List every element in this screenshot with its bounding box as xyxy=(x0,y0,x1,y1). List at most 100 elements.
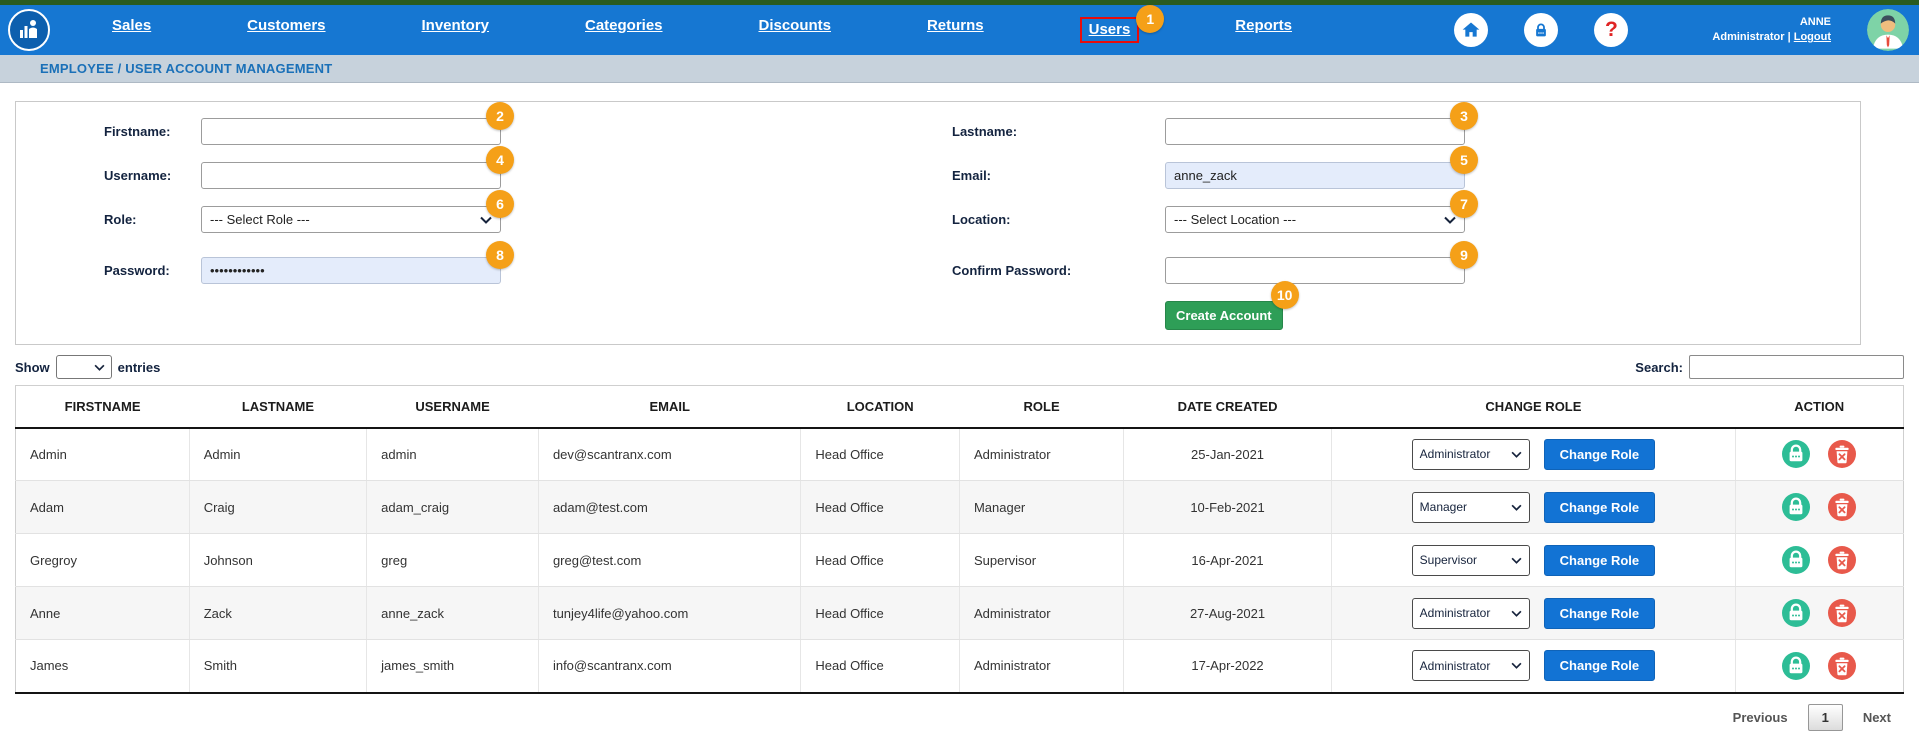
role-select-value: --- Select Role --- xyxy=(210,212,310,227)
pagination-previous[interactable]: Previous xyxy=(1732,709,1788,725)
column-header[interactable]: LASTNAME xyxy=(189,385,367,429)
nav-item-discounts[interactable]: Discounts xyxy=(758,17,831,34)
logout-link[interactable]: Logout xyxy=(1793,31,1831,43)
annotation-badge-6: 6 xyxy=(486,190,514,218)
cell-date-created: 10-Feb-2021 xyxy=(1123,480,1332,534)
change-role-select[interactable]: Administrator xyxy=(1411,597,1530,629)
cell-username: adam_craig xyxy=(366,480,539,534)
location-label: Location: xyxy=(952,212,1011,227)
annotation-badge-5: 5 xyxy=(1450,146,1478,174)
change-role-select[interactable]: Administrator xyxy=(1411,650,1530,682)
lock-status-icon[interactable] xyxy=(1781,492,1811,522)
change-role-select[interactable]: Manager xyxy=(1411,491,1530,523)
column-header[interactable]: EMAIL xyxy=(538,385,801,429)
nav-right-section: ? ANNE Administrator | Logout xyxy=(1454,9,1909,51)
user-avatar[interactable] xyxy=(1867,9,1909,51)
table-body: Admin Admin admin dev@scantranx.com Head… xyxy=(15,427,1904,693)
annotation-badge-9: 9 xyxy=(1450,241,1478,269)
nav-item-returns[interactable]: Returns xyxy=(926,17,984,34)
user-name: ANNE xyxy=(1799,16,1831,29)
home-icon[interactable] xyxy=(1454,13,1489,47)
nav-item-reports[interactable]: Reports xyxy=(1235,17,1292,34)
lock-status-icon[interactable] xyxy=(1781,439,1811,469)
firstname-field[interactable] xyxy=(201,118,501,145)
lock-icon[interactable] xyxy=(1524,13,1559,47)
column-header[interactable]: USERNAME xyxy=(366,385,539,429)
change-role-select[interactable]: Administrator xyxy=(1411,438,1530,470)
annotation-badge-4: 4 xyxy=(486,146,514,174)
column-header[interactable]: LOCATION xyxy=(800,385,960,429)
breadcrumb: EMPLOYEE / USER ACCOUNT MANAGEMENT xyxy=(40,61,333,76)
chevron-down-icon xyxy=(94,364,105,371)
app-logo[interactable] xyxy=(8,9,50,51)
column-header[interactable]: ACTION xyxy=(1735,385,1904,429)
show-label: Show xyxy=(15,359,50,375)
lock-status-icon[interactable] xyxy=(1781,651,1811,681)
users-table-wrap: FIRSTNAME LASTNAME USERNAME EMAIL LOCATION RO… xyxy=(15,385,1904,694)
nav-item-categories[interactable]: Categories xyxy=(584,17,663,34)
cell-username: admin xyxy=(366,427,539,481)
email-field[interactable] xyxy=(1165,162,1465,189)
entries-count-select[interactable] xyxy=(55,355,112,379)
username-field[interactable] xyxy=(201,162,501,189)
change-role-button[interactable]: Change Role xyxy=(1543,491,1656,523)
create-account-button[interactable]: Create Account xyxy=(1165,301,1283,330)
column-header[interactable]: CHANGE ROLE xyxy=(1331,385,1736,429)
user-role: Administrator xyxy=(1712,31,1785,43)
annotation-badge-10: 10 xyxy=(1270,281,1299,309)
column-header[interactable]: FIRSTNAME xyxy=(15,385,190,429)
column-header[interactable]: ROLE xyxy=(959,385,1124,429)
table-row: Anne Zack anne_zack tunjey4life@yahoo.co… xyxy=(15,586,1904,640)
cell-firstname: Adam xyxy=(15,480,190,534)
confirm-password-field[interactable] xyxy=(1165,257,1465,284)
pagination-page-1[interactable]: 1 xyxy=(1807,703,1843,731)
search-input[interactable] xyxy=(1689,355,1904,379)
home-glyph xyxy=(1463,22,1480,37)
role-label: Role: xyxy=(104,212,137,227)
cell-role: Administrator xyxy=(959,427,1125,481)
delete-trash-icon[interactable] xyxy=(1827,439,1857,469)
cell-email: adam@test.com xyxy=(538,480,802,534)
change-role-select[interactable]: Supervisor xyxy=(1411,544,1530,576)
delete-trash-icon[interactable] xyxy=(1827,598,1857,628)
column-header[interactable]: DATE CREATED xyxy=(1123,385,1332,429)
cell-firstname: Gregroy xyxy=(15,533,190,587)
top-green-strip xyxy=(0,0,1919,5)
location-select[interactable]: --- Select Location --- xyxy=(1165,206,1465,233)
lock-status-icon[interactable] xyxy=(1781,545,1811,575)
cell-date-created: 27-Aug-2021 xyxy=(1123,586,1332,640)
annotation-badge-2: 2 xyxy=(486,102,514,130)
cell-action xyxy=(1735,480,1904,534)
delete-trash-icon[interactable] xyxy=(1827,651,1857,681)
cell-date-created: 16-Apr-2021 xyxy=(1123,533,1332,587)
role-select[interactable]: --- Select Role --- xyxy=(201,206,501,233)
change-role-button[interactable]: Change Role xyxy=(1543,597,1656,629)
table-row: Admin Admin admin dev@scantranx.com Head… xyxy=(15,427,1904,481)
question-mark-icon[interactable]: ? xyxy=(1594,13,1629,47)
pagination-next[interactable]: Next xyxy=(1862,709,1891,725)
lastname-field[interactable] xyxy=(1165,118,1465,145)
change-role-select-value: Supervisor xyxy=(1419,553,1478,567)
change-role-button[interactable]: Change Role xyxy=(1543,438,1656,470)
nav-item-inventory[interactable]: Inventory xyxy=(421,17,490,34)
annotation-badge-8: 8 xyxy=(486,241,514,269)
cell-location: Head Office xyxy=(800,427,960,481)
cell-role: Supervisor xyxy=(959,533,1125,587)
nav-item-customers[interactable]: Customers xyxy=(247,17,326,34)
nav-item-users[interactable]: Users xyxy=(1088,21,1131,38)
chevron-down-icon xyxy=(1511,451,1522,458)
lock-status-icon[interactable] xyxy=(1781,598,1811,628)
change-role-button[interactable]: Change Role xyxy=(1543,650,1656,682)
cell-location: Head Office xyxy=(800,480,960,534)
change-role-select-value: Administrator xyxy=(1419,658,1491,673)
cell-action xyxy=(1735,639,1904,693)
change-role-button[interactable]: Change Role xyxy=(1543,544,1656,576)
password-field[interactable] xyxy=(201,257,501,284)
cell-action xyxy=(1735,533,1904,587)
delete-trash-icon[interactable] xyxy=(1827,492,1857,522)
user-info: ANNE Administrator | Logout xyxy=(1712,15,1831,45)
email-label: Email: xyxy=(952,168,992,183)
delete-trash-icon[interactable] xyxy=(1827,545,1857,575)
nav-item-sales[interactable]: Sales xyxy=(112,17,152,34)
cell-role: Administrator xyxy=(959,586,1125,640)
